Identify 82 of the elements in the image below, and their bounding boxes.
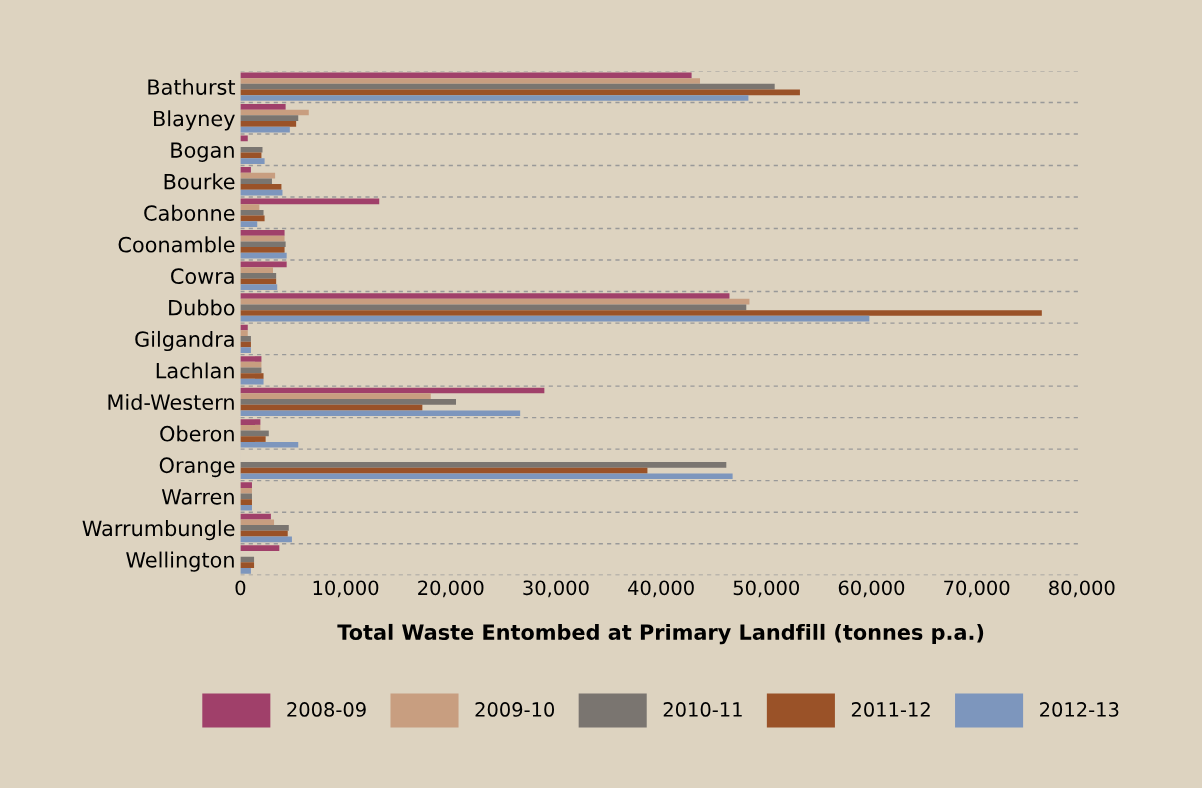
bar (240, 525, 289, 531)
y-tick-label: Gilgandra (135, 330, 234, 352)
bar (240, 562, 255, 568)
bar (240, 361, 262, 368)
bar (240, 272, 277, 279)
x-tick-label: 50,000 (733, 580, 799, 598)
y-tick-label: Mid-Western (108, 393, 234, 411)
y-tick-label: Wellington (126, 551, 234, 572)
x-tick-label: 40,000 (628, 580, 694, 598)
bar (240, 519, 275, 526)
bar (240, 121, 297, 127)
bar (240, 72, 692, 79)
bar (240, 487, 252, 494)
bar (240, 482, 252, 488)
bar (240, 267, 273, 273)
y-tick-label: Warrumbungle (82, 520, 235, 541)
x-tick-label: 20,000 (418, 580, 484, 598)
bar (240, 419, 261, 425)
y-tick-label: Orange (159, 457, 235, 478)
y-tick-label: Warren (161, 489, 234, 505)
legend-label: 2012-13 (1040, 702, 1119, 717)
bar (240, 336, 251, 342)
bar (240, 393, 431, 400)
bar (240, 567, 251, 574)
bar (240, 462, 727, 468)
y-tick-label: Coonamble (118, 236, 235, 253)
bar (240, 436, 266, 442)
x-tick-label: 60,000 (838, 580, 905, 598)
bar (240, 115, 299, 122)
legend-label: 2008-09 (287, 702, 366, 717)
bar (240, 146, 263, 153)
x-tick-label: 80,000 (1049, 580, 1115, 598)
bar (240, 284, 278, 290)
y-tick-label: Bogan (171, 142, 234, 162)
y-tick-label: Cowra (171, 268, 234, 285)
bar (240, 95, 749, 101)
bar (240, 315, 870, 322)
bar (240, 221, 258, 227)
legend-label: 2011-12 (851, 702, 930, 717)
bar (240, 184, 282, 190)
bar (240, 310, 1042, 316)
legend-label: 2010-11 (663, 702, 742, 717)
y-tick-label: Dubbo (169, 299, 235, 316)
bar (240, 536, 292, 543)
bar (240, 347, 251, 354)
y-tick-label: Cabonne (144, 204, 235, 221)
bar (240, 424, 261, 431)
bar (240, 230, 285, 236)
bar (240, 178, 272, 185)
bar (240, 78, 701, 84)
bar (240, 83, 775, 90)
y-tick-label: Oberon (160, 425, 234, 442)
bar (240, 504, 252, 511)
x-tick-label: 30,000 (523, 580, 589, 598)
bar (240, 104, 286, 110)
x-tick-label: 10,000 (313, 580, 379, 598)
bar (240, 378, 264, 385)
legend-label: 2009-10 (475, 702, 555, 717)
bar (240, 330, 248, 336)
bar (240, 204, 260, 210)
bar (240, 167, 251, 173)
y-tick-label: Bourke (164, 173, 235, 190)
bar (240, 499, 252, 505)
y-tick-label: Blayney (154, 110, 235, 131)
bar (240, 158, 265, 164)
y-tick-label: Lachlan (156, 362, 234, 379)
bar (240, 410, 521, 417)
bar (240, 293, 730, 299)
x-axis-title: Total Waste Entombed at Primary Landfill (tonnes p.a.) (337, 623, 984, 645)
bar (240, 473, 733, 480)
bar (240, 304, 747, 311)
bar (240, 209, 264, 216)
bar (240, 373, 264, 379)
bar (240, 247, 285, 253)
x-tick-label: 0 (235, 580, 246, 596)
bar (240, 545, 280, 551)
bar (240, 399, 457, 405)
bar (240, 241, 286, 248)
y-tick-label: Bathurst (148, 78, 236, 95)
bar (240, 356, 262, 362)
x-tick-label: 70,000 (944, 580, 1010, 598)
bar (240, 441, 299, 448)
